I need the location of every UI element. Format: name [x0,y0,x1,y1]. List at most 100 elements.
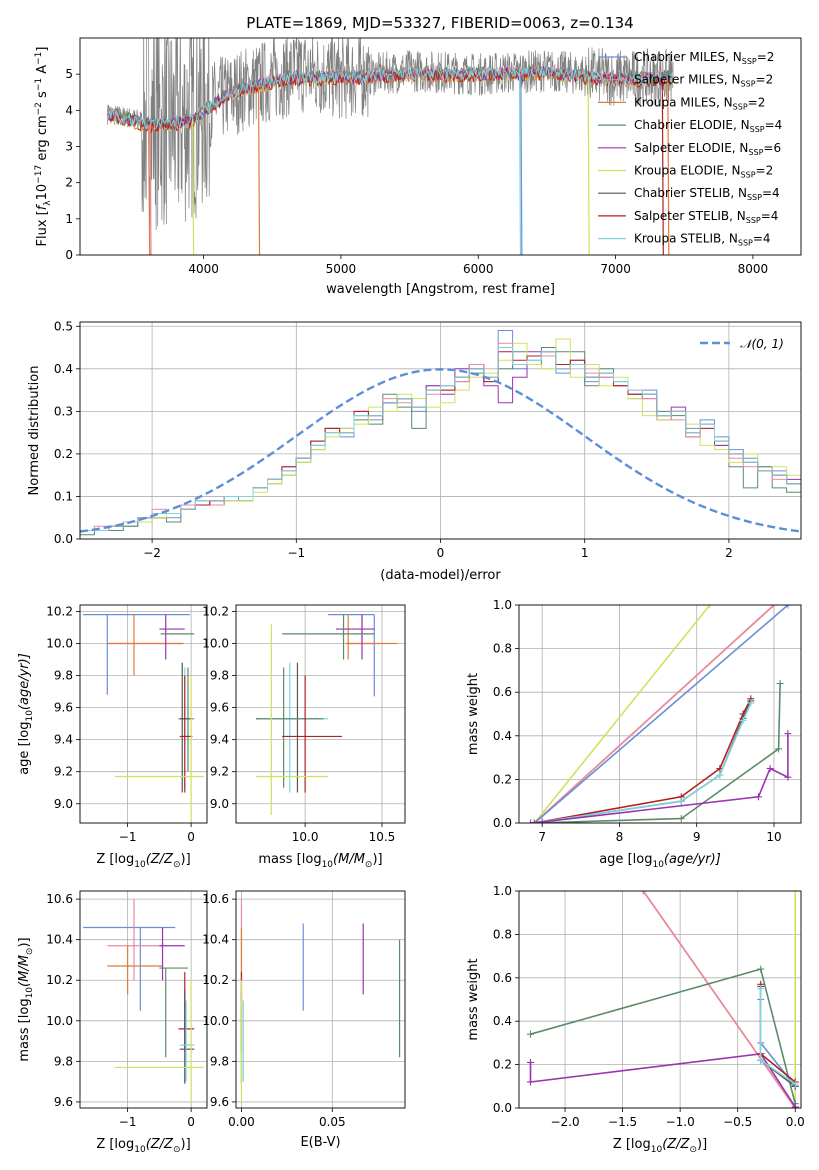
plot-area [83,899,204,1102]
series-salpeter_elodie [530,733,789,823]
y-tick-label: 0.1 [54,489,73,503]
y-tick-label: 10.0 [202,636,229,650]
y-tick-label: 0.4 [54,362,73,376]
x-tick-label: 2 [725,546,733,560]
y-tick-label: 0.0 [493,816,512,830]
marker-salpeter_elodie [538,818,546,823]
panel-mass_vs_Z: −1 0 9.6 9.8 10.0 10.2 10.4 10.6 Z [log10(Z/Z⊙)]… [17,890,208,1155]
plot-area [240,899,401,1102]
y-tick-label: 0.6 [493,971,512,985]
y-tick-label: 0.4 [493,729,512,743]
y-axis-label: age [log10(age/yr)] [17,653,35,775]
x-tick-label: −2.0 [550,1115,579,1129]
errorbar-salpeter_elodie [335,614,375,660]
y-tick-label: 9.8 [210,669,229,683]
x-tick-label: −1 [119,1115,137,1129]
x-axis-label: E(B-V) [300,1135,340,1150]
y-tick-label: 9.6 [54,1095,73,1109]
errorbar-kroupa_elodie [255,624,329,815]
normal-curve [80,368,801,533]
spectrum-drop [149,124,152,255]
y-tick-label: 0.0 [493,1101,512,1115]
x-tick-label: 6000 [463,262,494,276]
spectrum-model-kroupa_stelib [107,65,674,131]
spectrum-drop [148,124,151,255]
marker-salpeter_miles [770,605,778,609]
x-tick-label: 0 [187,1115,195,1129]
y-tick-label: 10.4 [46,933,73,947]
x-tick-label: 10 [766,830,781,844]
x-tick-label: −2 [143,546,161,560]
legend-entry: Chabrier ELODIE, NSSP=4 [634,118,782,134]
y-tick-label: 9.0 [210,797,229,811]
panel-residuals: −2 −1 0 1 2 0.0 0.1 0.2 0.3 0.4 0.5 𝒩(0, 1) (data-mo… [27,319,802,583]
x-tick-label: −1.5 [608,1115,637,1129]
grid [80,891,207,1108]
y-axis-label: Normed distribution [27,366,42,496]
y-axis-label: mass weight [466,958,481,1040]
marker-kroupa_stelib [677,797,685,805]
histogram-salpeter_miles [80,342,801,531]
x-tick-label: 5000 [326,262,357,276]
x-tick-label: 8 [616,830,624,844]
plot-area [83,614,204,820]
axes-frame [79,321,802,540]
x-tick-label: 0.0 [786,1115,805,1129]
marker-salpeter_elodie [791,1103,799,1108]
series-salpeter_miles [642,891,796,1108]
legend-entry: Kroupa MILES, NSSP=2 [634,95,765,111]
axes-frame [79,604,208,824]
errorbar-chabrier_stelib [255,662,321,793]
x-tick-label: −1.0 [666,1115,695,1129]
marker-chabrier_elodie [757,965,765,973]
y-tick-label: 10.2 [46,604,73,618]
grid [236,891,405,1108]
series-salpeter_miles [533,605,775,823]
y-tick-label: 0.8 [493,927,512,941]
y-tick-label: 10.0 [46,1014,73,1028]
y-tick-label: 1.0 [493,884,512,898]
spectrum-drop [587,76,590,255]
y-tick-label: 10.0 [46,636,73,650]
panel-spectrum: 4000 5000 6000 7000 8000 0 1 2 3 4 5 wavelength [An… [34,37,802,297]
axes-frame [235,890,406,1109]
errorbar-chabrier_stelib [179,990,195,1084]
marker-kroupa_stelib [757,985,765,993]
marker-kroupa_stelib [757,1056,765,1064]
marker-chabrier_elodie [527,1030,535,1038]
marker-chabrier_elodie [776,679,784,687]
grid [80,322,801,540]
histogram-salpeter_stelib [80,351,801,531]
y-tick-label: 1.0 [493,598,512,612]
y-tick-label: 10.0 [202,1014,229,1028]
y-tick-label: 10.4 [202,933,229,947]
spectrum-drop [667,77,670,255]
x-axis-label: mass [log10(M/M⊙)] [258,852,382,870]
plot-area [107,38,674,255]
legend-entry: Salpeter ELODIE, NSSP=6 [634,141,781,157]
marker-chabrier_miles [784,605,792,609]
marker-salpeter_elodie [755,793,763,801]
y-tick-label: 9.6 [54,701,73,715]
series-chabrier_stelib [534,700,752,823]
panel-age_vs_Z: −1 0 9.0 9.2 9.4 9.6 9.8 10.0 10.2 Z [log10(Z/Z⊙)… [17,604,208,870]
axes-frame [79,37,802,256]
plot-area [255,614,398,815]
y-tick-label: 9.6 [210,1095,229,1109]
histogram-kroupa_stelib [80,347,801,531]
x-axis-label: Z [log10(Z/Z⊙)] [613,1137,707,1155]
y-tick-label: 9.8 [54,669,73,683]
errorbar-salpeter_stelib [282,675,343,793]
marker-salpeter_elodie [527,819,535,823]
series-kroupa_elodie [533,605,711,823]
x-tick-label: 0 [187,830,195,844]
spectrum-drop [520,73,523,255]
plot-area [527,891,799,1108]
marker-kroupa_stelib [747,699,755,707]
y-tick-label: 9.0 [54,797,73,811]
spectrum-drop [661,78,664,255]
x-axis-label: (data-model)/error [380,568,501,583]
y-axis-label: mass [log10(M/M⊙)] [17,937,35,1061]
legend-entry: Salpeter STELIB, NSSP=4 [634,209,778,225]
